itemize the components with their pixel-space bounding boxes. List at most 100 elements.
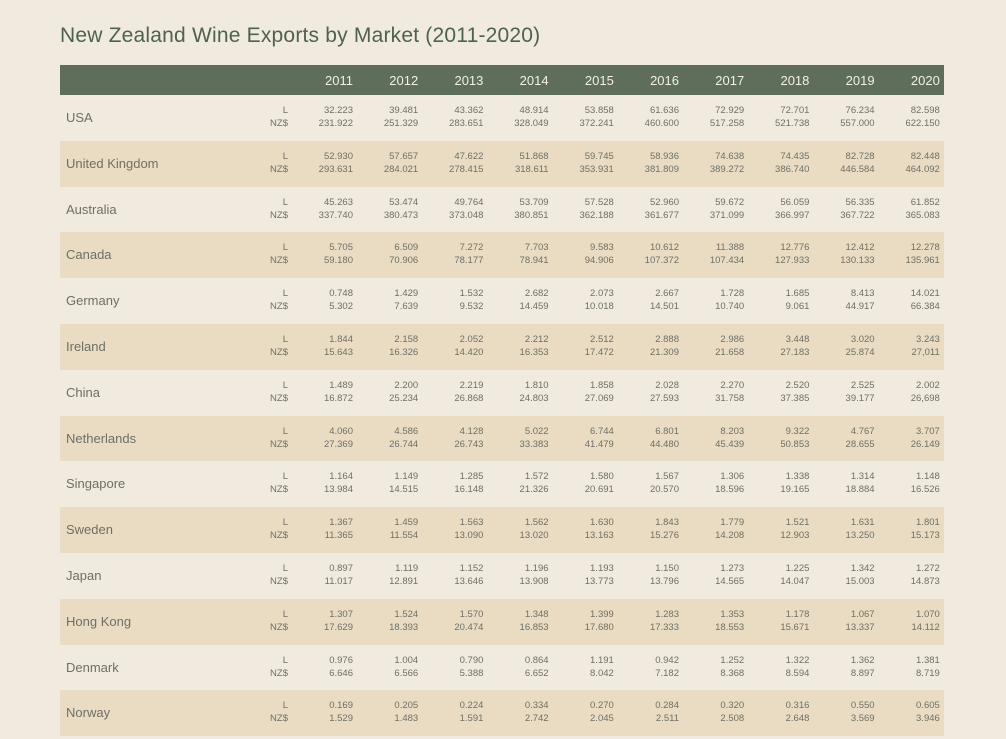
value-nzd: 460.600 <box>644 118 679 129</box>
table-row: United Kingdom L 52.930 57.657 47.622 51.868 5… <box>60 140 944 187</box>
unit-label-nzd: NZ$ <box>270 713 288 725</box>
value-nzd: 50.853 <box>780 438 810 450</box>
unit-label-nzd: NZ$ <box>270 163 288 175</box>
value-litres: 53.474 <box>389 196 419 208</box>
value-nzd: 45.439 <box>715 438 745 450</box>
year-header-2014: 2014 <box>519 73 549 88</box>
value-nzd: 2.742 <box>524 713 549 725</box>
value-nzd: 6.566 <box>394 667 419 679</box>
value-nzd: 16.872 <box>323 392 353 404</box>
value-litres: 0.284 <box>655 700 679 712</box>
value-litres: 2.200 <box>394 379 419 391</box>
value-litres: 1.399 <box>590 608 614 620</box>
value-nzd: 366.997 <box>775 209 810 221</box>
value-litres: 8.413 <box>850 288 875 300</box>
value-nzd: 31.758 <box>715 392 745 404</box>
unit-label-litres: L <box>282 425 288 437</box>
value-nzd: 24.803 <box>519 392 549 404</box>
value-nzd: 11.554 <box>389 530 419 542</box>
table-row: China L 1.489 2.200 2.219 1.810 1.858 2.028 2.27… <box>60 370 944 416</box>
value-nzd: 353.931 <box>579 163 614 175</box>
value-nzd: 27.069 <box>584 392 614 404</box>
value-litres: 1.342 <box>850 562 875 574</box>
value-litres: 1.067 <box>850 608 875 620</box>
value-litres: 0.790 <box>459 654 484 666</box>
value-nzd: 19.165 <box>780 484 810 496</box>
value-nzd: 5.302 <box>329 301 353 313</box>
value-litres: 1.273 <box>720 562 745 574</box>
value-nzd: 16.326 <box>389 346 419 358</box>
value-litres: 2.219 <box>459 379 484 391</box>
value-nzd: 6.652 <box>524 667 549 679</box>
table-row: Singapore L 1.164 1.149 1.285 1.572 1.580 1.567… <box>60 461 944 507</box>
unit-label-nzd: NZ$ <box>270 255 288 267</box>
unit-label-litres: L <box>282 242 288 254</box>
value-nzd: 26.149 <box>910 438 940 450</box>
value-nzd: 78.941 <box>519 255 549 267</box>
value-nzd: 11.017 <box>324 575 353 587</box>
value-nzd: 2.648 <box>785 713 810 725</box>
value-nzd: 8.897 <box>850 667 875 679</box>
value-nzd: 26.743 <box>454 438 484 450</box>
value-litres: 2.682 <box>524 288 549 300</box>
value-nzd: 94.906 <box>584 255 614 267</box>
value-nzd: 373.048 <box>449 209 484 221</box>
value-litres: 2.520 <box>785 379 810 391</box>
value-litres: 1.728 <box>720 288 745 300</box>
value-litres: 1.322 <box>785 654 810 666</box>
unit-label-litres: L <box>282 608 288 620</box>
table-row: Netherlands L 4.060 4.586 4.128 5.022 6.744 6.8… <box>60 415 944 462</box>
market-name: Denmark <box>66 659 119 675</box>
unit-label-nzd: NZ$ <box>270 667 288 679</box>
value-nzd: 25.234 <box>389 392 419 404</box>
table-row: Sweden L 1.367 1.459 1.563 1.562 1.630 1.843 1.7… <box>60 507 944 553</box>
value-nzd: 107.372 <box>644 255 679 267</box>
unit-label-nzd: NZ$ <box>270 346 288 358</box>
value-litres: 1.178 <box>785 608 810 620</box>
unit-label-litres: L <box>282 471 288 483</box>
value-litres: 57.657 <box>389 150 419 162</box>
value-nzd: 8.594 <box>785 667 810 679</box>
value-litres: 1.521 <box>785 517 810 529</box>
market-name: Canada <box>66 247 112 263</box>
value-nzd: 284.021 <box>383 163 419 175</box>
value-nzd: 7.639 <box>394 301 419 313</box>
unit-label-litres: L <box>282 150 288 162</box>
value-nzd: 26.744 <box>389 438 419 450</box>
value-litres: 2.888 <box>655 333 679 345</box>
value-litres: 9.322 <box>785 425 810 437</box>
value-nzd: 3.569 <box>850 713 875 725</box>
value-nzd: 13.646 <box>454 575 484 587</box>
value-nzd: 70.906 <box>389 255 419 267</box>
value-litres: 2.525 <box>850 379 875 391</box>
value-litres: 2.986 <box>720 333 745 345</box>
value-litres: 4.128 <box>459 425 484 437</box>
value-litres: 72.929 <box>715 105 745 116</box>
value-nzd: 557.000 <box>840 118 875 129</box>
value-nzd: 371.099 <box>709 209 745 221</box>
value-litres: 52.960 <box>649 196 679 208</box>
value-litres: 1.685 <box>785 288 810 300</box>
market-name: Sweden <box>66 522 113 538</box>
value-nzd: 14.459 <box>519 301 549 313</box>
value-nzd: 17.629 <box>323 621 353 633</box>
value-litres: 3.448 <box>785 333 810 345</box>
value-nzd: 337.740 <box>318 209 353 221</box>
value-nzd: 13.337 <box>845 621 875 633</box>
value-litres: 1.070 <box>916 608 940 620</box>
value-nzd: 130.133 <box>840 255 875 267</box>
value-litres: 0.224 <box>459 700 484 712</box>
value-nzd: 362.188 <box>579 209 614 221</box>
value-litres: 2.028 <box>655 379 679 391</box>
value-litres: 1.338 <box>785 471 810 483</box>
value-nzd: 33.383 <box>519 438 549 450</box>
value-litres: 0.169 <box>329 700 353 712</box>
value-litres: 3.243 <box>916 333 940 345</box>
value-litres: 1.532 <box>459 288 484 300</box>
value-nzd: 13.163 <box>584 530 614 542</box>
market-name: USA <box>66 110 93 125</box>
value-nzd: 44.480 <box>649 438 679 450</box>
value-litres: 1.429 <box>394 288 419 300</box>
value-nzd: 367.722 <box>840 209 875 221</box>
value-litres: 1.567 <box>655 471 679 483</box>
